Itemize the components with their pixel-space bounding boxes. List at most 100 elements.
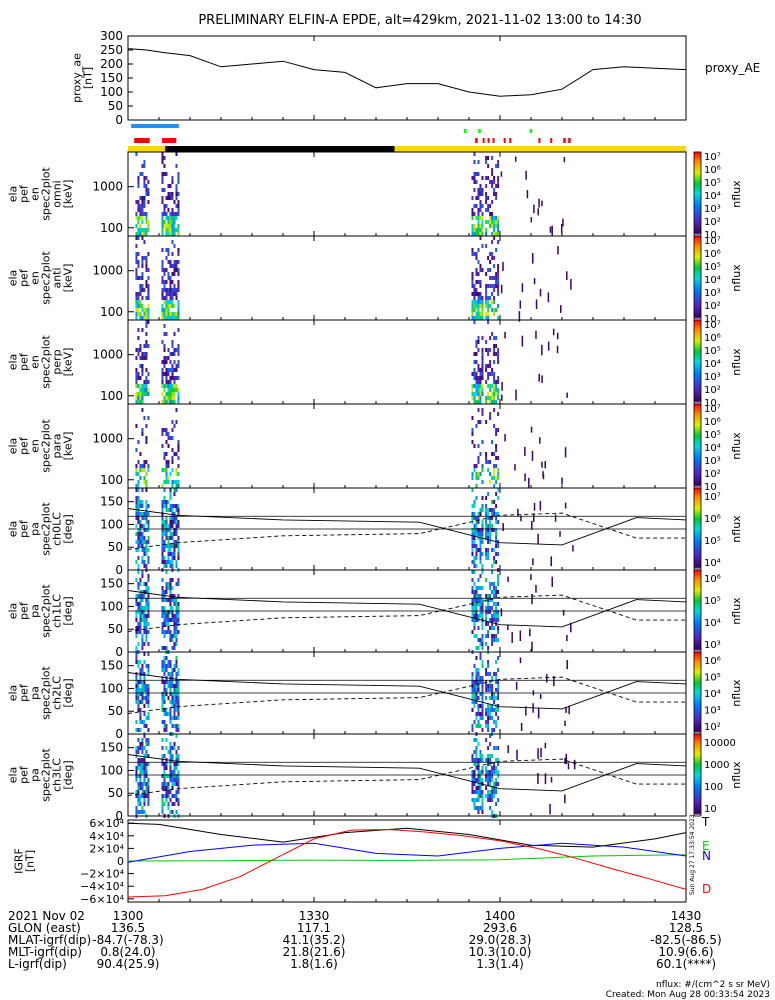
spectrogram-cell	[177, 472, 180, 476]
spectrogram-cell	[471, 392, 474, 396]
pa-colorbar-swatch	[694, 743, 701, 746]
pa-colorbar-swatch	[694, 754, 701, 757]
energy-ytick-label: 1000	[92, 180, 123, 194]
spectrogram-cell	[177, 762, 180, 766]
spectrogram-cell	[493, 528, 496, 532]
energy-colorbar-swatch	[694, 345, 701, 348]
ylabel-line: [nT]	[82, 67, 95, 89]
spectrogram-cell	[161, 556, 164, 560]
spectrogram-cell	[169, 590, 172, 594]
spectrogram-cell	[143, 388, 146, 392]
spectrogram-cell	[473, 622, 476, 626]
spectrogram-cell	[173, 540, 176, 544]
energy-colorbar-label: 10⁶	[704, 249, 721, 260]
ylabel-line: [keV]	[62, 432, 75, 461]
spectrogram-cell	[167, 802, 170, 806]
science-zone-mark	[482, 138, 485, 143]
spectrogram-cell	[141, 216, 144, 220]
spectrogram-cell	[177, 700, 180, 704]
spectrogram-cell	[473, 680, 476, 684]
spectrogram-cell	[175, 312, 178, 316]
spectrogram-cell	[475, 308, 478, 312]
pa-colorbar-swatch	[694, 619, 701, 622]
spectrogram-cell	[163, 646, 166, 650]
spectrogram-cell	[487, 782, 490, 786]
spectrogram-cell	[163, 728, 166, 732]
spectrogram-cell	[475, 172, 478, 176]
spectrogram-cell	[481, 352, 484, 356]
spectrogram-cell	[495, 344, 498, 348]
energy-colorbar-swatch	[694, 457, 701, 460]
spectrogram-cell	[147, 468, 150, 472]
spectrogram-cell	[165, 248, 168, 252]
energy-colorbar-swatch	[694, 181, 701, 184]
spectrogram-cell	[477, 578, 480, 582]
spectrogram-cell	[489, 524, 492, 528]
pa-colorbar-swatch	[694, 642, 701, 645]
spectrogram-cell	[477, 380, 480, 384]
spectrogram-cell	[147, 528, 150, 532]
spectrogram-cell	[161, 224, 164, 228]
energy-ytick-label: 1000	[92, 432, 123, 446]
spectrogram-cell	[169, 618, 172, 622]
spectrogram-cell	[173, 400, 176, 404]
spectrogram-cell	[493, 512, 496, 516]
spectrogram-cell	[145, 614, 148, 618]
spectrogram-cell	[477, 456, 480, 460]
spectrogram-cell	[495, 708, 498, 712]
spectrogram-cell	[177, 782, 180, 786]
spectrogram-cell	[477, 536, 480, 540]
spectrogram-cell	[137, 460, 140, 464]
spectrogram-cell	[495, 192, 498, 196]
energy-colorbar-swatch	[694, 157, 701, 160]
spectrogram-cell	[175, 544, 178, 548]
spectrogram-cell	[143, 802, 146, 806]
spectrogram-cell	[173, 228, 176, 232]
spectrogram-cell	[485, 272, 488, 276]
spectrogram-cell	[167, 400, 170, 404]
energy-colorbar-label: 10³	[704, 204, 721, 215]
spectrogram-cell	[475, 252, 478, 256]
spectrogram-cell	[165, 468, 168, 472]
spectrogram-cell	[175, 692, 178, 696]
spectrogram-cell	[481, 798, 484, 802]
energy-colorbar-swatch	[694, 310, 701, 313]
igrf-legend-T: T	[701, 815, 710, 829]
energy-colorbar-swatch	[694, 307, 701, 310]
spectrogram-cell	[471, 384, 474, 388]
spectrogram-cell	[479, 594, 482, 598]
spectrogram-cell	[147, 742, 150, 746]
spectrogram-cell	[173, 200, 176, 204]
energy-colorbar-swatch	[694, 259, 701, 262]
pa-colorbar-swatch	[694, 802, 701, 805]
spectrogram-cell	[145, 622, 148, 626]
pa-colorbar-swatch	[694, 695, 701, 698]
spectrogram-cell	[137, 472, 140, 476]
pa-panel-ylabel: elapefpaspec2plotch2LC[deg]	[7, 666, 75, 720]
spectrogram-cell	[163, 696, 166, 700]
spectrogram-cell	[139, 680, 142, 684]
spectrogram-cell	[167, 288, 170, 292]
spectrogram-cell	[481, 606, 484, 610]
pa-colorbar-swatch	[694, 813, 701, 816]
energy-colorbar-swatch	[694, 234, 701, 237]
spectrogram-cell	[173, 642, 176, 646]
energy-colorbar-swatch	[694, 455, 701, 458]
spectrogram-cell	[491, 180, 494, 184]
spectrogram-cell	[171, 288, 174, 292]
energy-colorbar-swatch	[694, 374, 701, 377]
spectrogram-cell	[143, 684, 146, 688]
spectrogram-cell	[145, 716, 148, 720]
energy-colorbar-label: 10⁴	[704, 191, 721, 202]
spectrogram-cell	[175, 532, 178, 536]
spectrogram-cell	[493, 782, 496, 786]
energy-colorbar-swatch	[694, 409, 701, 412]
spectrogram-cell	[173, 532, 176, 536]
colorbar-title: nflux	[730, 180, 743, 208]
spectrogram-cell	[177, 272, 180, 276]
spectrogram-cell	[475, 758, 478, 762]
spectrogram-cell	[173, 802, 176, 806]
colorbar-title: nflux	[730, 761, 743, 789]
spectrogram-cell	[163, 288, 166, 292]
spectrogram-cell	[493, 766, 496, 770]
